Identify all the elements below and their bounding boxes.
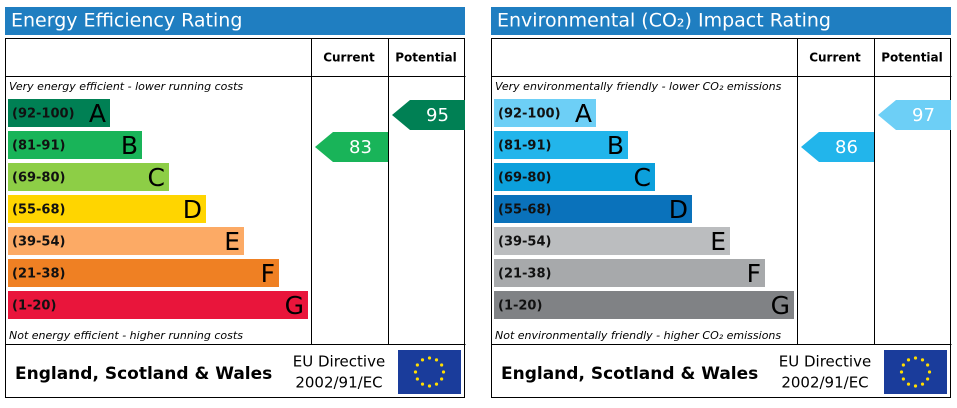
- rating-value: 97: [912, 105, 935, 126]
- band-bar: [494, 291, 794, 319]
- band-range: (21-38): [12, 267, 65, 282]
- eu-star: [434, 358, 439, 362]
- band-bar: [8, 131, 142, 159]
- band-letter: C: [634, 163, 651, 192]
- column-header: Current: [809, 51, 861, 65]
- panel-title: Environmental (CO₂) Impact Rating: [497, 10, 831, 32]
- eu-star: [913, 356, 918, 360]
- eu-star: [415, 377, 419, 381]
- eu-star: [415, 363, 419, 367]
- column-header: Current: [323, 51, 375, 65]
- band-letter: E: [224, 227, 240, 256]
- band-letter: D: [669, 195, 688, 224]
- column-header: Potential: [395, 51, 457, 65]
- eu-star: [434, 382, 439, 386]
- band-bar: [8, 195, 206, 223]
- band-range: (81-91): [12, 139, 65, 154]
- band-bar: [8, 99, 110, 127]
- bottom-note: Not energy efficient - higher running co…: [9, 329, 243, 342]
- band-range: (55-68): [498, 203, 551, 218]
- band-letter: A: [89, 99, 106, 128]
- eu-star: [920, 382, 925, 386]
- top-note: Very energy efficient - lower running co…: [9, 80, 243, 93]
- band-bar: [494, 227, 730, 255]
- band-range: (81-91): [498, 139, 551, 154]
- band-letter: E: [710, 227, 726, 256]
- eu-star: [441, 370, 446, 374]
- footer-directive: EU Directive: [293, 353, 385, 371]
- band-letter: F: [261, 259, 275, 288]
- eu-star: [899, 370, 904, 374]
- eu-star: [920, 358, 925, 362]
- rating-arrow: [801, 132, 874, 162]
- eu-star: [420, 382, 425, 386]
- rating-arrow: [315, 132, 388, 162]
- band-letter: C: [148, 163, 165, 192]
- rating-value: 86: [835, 137, 858, 158]
- band-bar: [8, 259, 279, 287]
- band-bar: [8, 163, 169, 191]
- rating-value: 83: [349, 137, 372, 158]
- eu-star: [926, 363, 930, 367]
- title-bar: [5, 7, 465, 35]
- band-letter: F: [747, 259, 761, 288]
- band-range: (1-20): [12, 299, 56, 314]
- rating-panel: Energy Efficiency Rating Current Potential…: [5, 7, 466, 398]
- band-range: (92-100): [12, 107, 75, 122]
- eu-star: [906, 358, 911, 362]
- eu-star: [901, 363, 905, 367]
- eu-star: [440, 363, 444, 367]
- band-bar: [494, 131, 628, 159]
- band-bar: [494, 195, 692, 223]
- band-bar: [8, 291, 308, 319]
- band-letter: B: [607, 131, 624, 160]
- frame: [491, 38, 951, 398]
- eu-star: [913, 384, 918, 388]
- eu-star: [901, 377, 905, 381]
- rating-value: 95: [426, 105, 449, 126]
- band-range: (39-54): [498, 235, 551, 250]
- band-letter: G: [285, 291, 304, 320]
- band-bar: [494, 99, 596, 127]
- band-letter: G: [771, 291, 790, 320]
- bottom-note: Not environmentally friendly - higher CO…: [495, 329, 781, 342]
- band-range: (1-20): [498, 299, 542, 314]
- footer-directive: 2002/91/EC: [295, 374, 382, 392]
- band-letter: A: [575, 99, 592, 128]
- rating-panel: Environmental (CO₂) Impact Rating Current…: [491, 7, 952, 398]
- footer-directive: EU Directive: [779, 353, 871, 371]
- panel-title: Energy Efficiency Rating: [11, 10, 242, 32]
- band-bar: [494, 163, 655, 191]
- eu-star: [427, 384, 432, 388]
- footer-directive: 2002/91/EC: [781, 374, 868, 392]
- band-letter: B: [121, 131, 138, 160]
- title-bar: [491, 7, 951, 35]
- eu-star: [413, 370, 418, 374]
- band-range: (92-100): [498, 107, 561, 122]
- band-range: (69-80): [12, 171, 65, 186]
- column-header: Potential: [881, 51, 943, 65]
- eu-star: [906, 382, 911, 386]
- eu-star: [926, 377, 930, 381]
- top-note: Very environmentally friendly - lower CO…: [495, 80, 782, 93]
- band-bar: [8, 227, 244, 255]
- eu-star: [420, 358, 425, 362]
- band-range: (55-68): [12, 203, 65, 218]
- eu-star: [440, 377, 444, 381]
- band-range: (39-54): [12, 235, 65, 250]
- band-range: (69-80): [498, 171, 551, 186]
- frame: [5, 38, 465, 398]
- footer-region: England, Scotland & Wales: [501, 364, 758, 384]
- band-letter: D: [183, 195, 202, 224]
- band-bar: [494, 259, 765, 287]
- rating-arrow: [392, 100, 465, 130]
- rating-arrow: [878, 100, 951, 130]
- eu-star: [427, 356, 432, 360]
- eu-star: [927, 370, 932, 374]
- band-range: (21-38): [498, 267, 551, 282]
- footer-region: England, Scotland & Wales: [15, 364, 272, 384]
